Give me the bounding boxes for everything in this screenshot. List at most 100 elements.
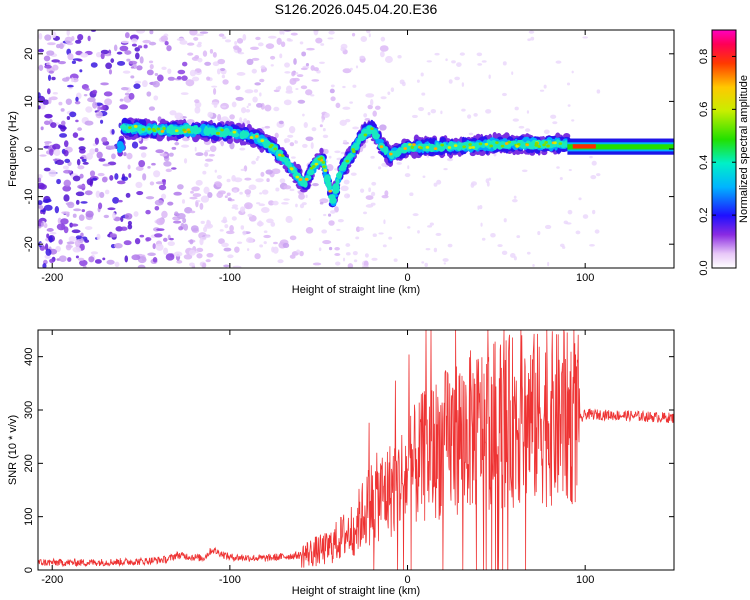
noise-blob-faint xyxy=(592,209,596,215)
noise-blob xyxy=(142,80,148,88)
noise-blob xyxy=(313,67,319,72)
noise-blob xyxy=(186,42,195,46)
ridge-peak xyxy=(249,136,254,139)
noise-blob-faint xyxy=(442,258,449,262)
noise-blob xyxy=(119,104,129,110)
noise-blob-faint xyxy=(194,146,197,152)
ridge-blob xyxy=(281,157,289,162)
noise-blob xyxy=(94,259,102,264)
y-tick-label: 0 xyxy=(23,567,35,573)
noise-blob xyxy=(224,195,228,199)
noise-blob-faint xyxy=(418,106,425,112)
noise-blob-faint xyxy=(251,160,256,165)
ridge-peak xyxy=(478,142,483,146)
ridge-blob xyxy=(337,171,342,177)
noise-blob xyxy=(77,184,86,189)
noise-blob xyxy=(75,191,85,197)
noise-blob xyxy=(149,64,154,70)
noise-blob-faint xyxy=(200,262,203,266)
noise-blob xyxy=(44,64,52,69)
ridge-peak xyxy=(141,127,146,131)
noise-blob xyxy=(165,253,175,261)
noise-blob xyxy=(231,175,236,182)
noise-blob xyxy=(79,156,84,160)
noise-blob xyxy=(137,264,146,268)
noise-blob xyxy=(128,60,138,65)
x-tick-label: 0 xyxy=(404,574,410,586)
noise-blob xyxy=(142,173,147,181)
snr-panel: -200 -100 0 100 0 100 200 300 400 Height of str… xyxy=(7,329,675,597)
noise-blob xyxy=(290,32,298,36)
noise-blob-faint xyxy=(518,125,525,129)
ridge-peak xyxy=(468,143,472,146)
ridge-peak xyxy=(525,143,530,147)
ridge-peak xyxy=(278,153,282,157)
noise-blob-faint xyxy=(247,213,253,218)
noise-blob xyxy=(52,143,61,150)
noise-blob-faint xyxy=(343,139,348,144)
noise-blob-faint xyxy=(200,236,207,241)
noise-blob xyxy=(299,250,304,257)
noise-blob xyxy=(48,70,54,74)
noise-blob xyxy=(96,151,103,159)
noise-blob xyxy=(327,213,332,217)
noise-blob-faint xyxy=(461,108,466,112)
noise-blob xyxy=(72,175,81,182)
noise-blob xyxy=(76,158,81,166)
noise-blob xyxy=(350,172,357,176)
ridge-peak xyxy=(558,142,563,146)
noise-blob xyxy=(146,91,152,97)
noise-blob xyxy=(216,68,221,75)
noise-blob xyxy=(77,165,85,170)
noise-blob xyxy=(60,218,69,225)
noise-blob xyxy=(218,238,225,245)
noise-blob xyxy=(135,181,143,189)
noise-blob-faint xyxy=(590,175,597,180)
noise-blob xyxy=(236,72,246,76)
noise-blob xyxy=(74,239,81,247)
noise-blob xyxy=(203,226,208,233)
noise-blob-faint xyxy=(275,86,281,91)
noise-blob-faint xyxy=(342,85,346,89)
noise-blob xyxy=(217,113,222,122)
noise-blob xyxy=(270,221,276,227)
noise-blob xyxy=(58,60,66,65)
noise-blob xyxy=(55,159,65,166)
noise-blob xyxy=(149,30,154,35)
noise-blob xyxy=(319,201,324,205)
noise-blob-faint xyxy=(436,179,442,185)
noise-blob xyxy=(101,136,108,143)
noise-blob-faint xyxy=(363,113,368,118)
ridge-peak xyxy=(182,128,186,132)
noise-blob xyxy=(77,58,83,62)
noise-blob xyxy=(265,43,275,50)
noise-blob-faint xyxy=(481,60,487,63)
noise-blob xyxy=(220,140,225,147)
ridge-peak xyxy=(162,127,166,130)
noise-blob xyxy=(111,129,115,135)
noise-blob xyxy=(342,68,352,74)
noise-blob xyxy=(183,254,193,260)
noise-blob xyxy=(43,120,51,126)
noise-blob-faint xyxy=(359,55,365,60)
noise-blob-faint xyxy=(368,33,371,38)
noise-blob-faint xyxy=(407,226,411,229)
noise-blob-faint xyxy=(334,150,341,154)
noise-blob-faint xyxy=(284,71,291,74)
ridge-peak xyxy=(370,127,374,131)
noise-blob xyxy=(149,181,155,186)
noise-blob-faint xyxy=(358,226,365,231)
noise-blob xyxy=(152,243,156,250)
noise-blob-faint xyxy=(594,229,600,234)
noise-blob xyxy=(62,126,67,130)
noise-blob xyxy=(270,55,276,60)
noise-blob xyxy=(136,190,144,196)
noise-blob-faint xyxy=(388,236,393,240)
noise-blob xyxy=(131,141,139,149)
noise-blob xyxy=(334,206,339,213)
noise-blob-faint xyxy=(346,194,350,198)
noise-blob xyxy=(180,92,189,95)
noise-blob xyxy=(46,228,54,232)
noise-blob xyxy=(296,249,300,253)
noise-blob xyxy=(81,158,87,162)
